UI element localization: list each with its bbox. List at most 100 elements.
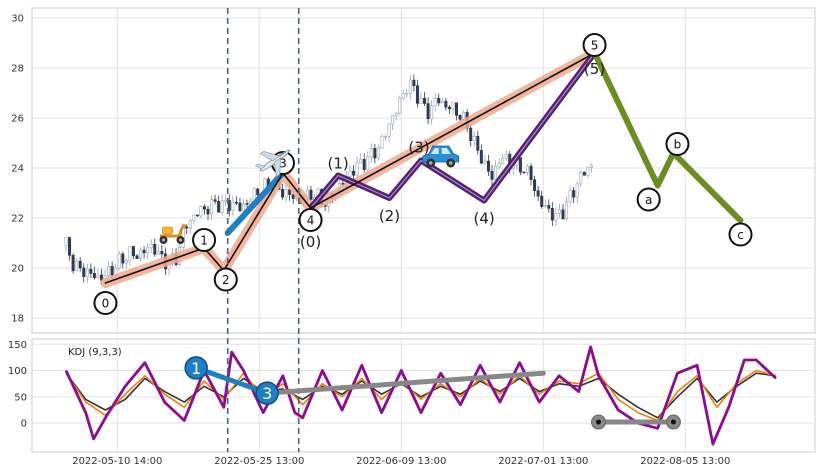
price-y-tick-label: 30: [11, 14, 24, 25]
scooter-hub: [179, 238, 182, 242]
wave-point-circle: [665, 132, 690, 156]
candle-body: [387, 123, 391, 137]
kdj-overlay-line: [264, 370, 546, 396]
wave-3-highlight-line: [224, 170, 286, 236]
candle-body: [153, 244, 157, 255]
candle-body: [78, 260, 82, 269]
candle-body: [146, 247, 150, 254]
wave-point-circle: [582, 33, 607, 57]
candle-body: [128, 246, 132, 261]
candle-body: [202, 206, 206, 210]
candle-body: [82, 267, 86, 277]
candle-body: [501, 157, 505, 165]
candle-body: [227, 200, 231, 211]
sub-wave-label: (0): [300, 233, 321, 251]
candle-body: [156, 250, 160, 255]
car-hub: [428, 161, 433, 165]
kdj-line-2: [64, 345, 777, 446]
candle-body: [107, 266, 111, 277]
candle-body: [124, 259, 128, 264]
candle-body: [547, 205, 551, 209]
candle-body: [458, 115, 462, 120]
candle-body: [415, 85, 419, 104]
airplane-icon: [255, 149, 291, 178]
candle-body: [483, 160, 487, 164]
candle-body: [426, 103, 430, 120]
candle-body: [419, 97, 423, 104]
candle-body: [433, 97, 437, 107]
kdj-line-0: [65, 372, 777, 419]
price-y-tick-label: 20: [11, 264, 24, 275]
candle-body: [195, 214, 199, 217]
wave-point-circle: [728, 222, 753, 247]
candle-body: [536, 190, 540, 197]
car-body: [422, 145, 460, 163]
candle-body: [373, 148, 377, 159]
candle-body: [149, 244, 153, 249]
wave-lines: [100, 48, 744, 288]
scooter-icon: [159, 224, 186, 244]
candle-body: [341, 183, 345, 185]
wave-point-label: 5: [591, 39, 599, 53]
candle-body: [391, 115, 395, 125]
candle-body: [476, 135, 480, 151]
x-tick-label: 2022-06-09 13:00: [356, 456, 446, 467]
airplane-windows: [279, 151, 287, 157]
candle-body: [139, 249, 143, 259]
candle-body: [447, 106, 451, 110]
kdj-title: KDJ (9,3,3): [68, 347, 122, 358]
x-tick-label: 2022-08-05 13:00: [640, 456, 730, 467]
price-panel: [31, 7, 816, 334]
airplane-shape: [255, 149, 291, 178]
candle-body: [557, 209, 561, 214]
kdj-overlay-line: [193, 365, 270, 396]
candle-body: [401, 93, 405, 99]
sub-wave-label: (1): [328, 155, 349, 173]
candle-body: [543, 205, 547, 207]
airplane-wing: [259, 150, 281, 162]
candle-body: [398, 97, 402, 114]
sub-wave-highlight: [310, 52, 596, 209]
candle-body: [352, 170, 356, 176]
wave-point-circle: [213, 267, 238, 292]
emoji-markers: [159, 145, 460, 244]
candle-body: [529, 165, 533, 180]
wave-point-label: 0: [102, 297, 110, 311]
x-tick-label: 2022-05-25 13:00: [214, 456, 304, 467]
wave-labels: 0 1 2 3 4 5 a b c (0) (1) (2) (3) (4) (5): [93, 33, 753, 315]
candle-body: [412, 79, 416, 86]
price-y-tick-label: 24: [11, 164, 24, 175]
candle-body: [444, 100, 448, 108]
candle-body: [579, 171, 583, 185]
candle-body: [568, 190, 572, 202]
wave-point-circle: [636, 187, 661, 212]
wave-point-label: 1: [200, 234, 208, 248]
candle-body: [217, 201, 221, 213]
candle-body: [589, 164, 593, 168]
candle-body: [348, 170, 352, 177]
candle-body: [281, 189, 285, 198]
wave-point-label: 2: [222, 273, 230, 287]
kdj-overlays: 13: [184, 356, 681, 430]
candle-body: [64, 237, 68, 246]
car-hub: [448, 161, 453, 165]
candle-body: [242, 203, 246, 212]
scooter-seat: [162, 226, 173, 235]
candle-body: [430, 105, 434, 120]
candle-body: [284, 189, 288, 198]
candle-body: [224, 200, 228, 202]
candle-body: [550, 208, 554, 221]
candle-body: [490, 170, 494, 180]
candle-body: [376, 147, 380, 159]
price-y-ticks: 18 20 22 24 26 28 30: [11, 14, 24, 325]
kdj-point-badge: [255, 381, 279, 405]
airplane-wing: [273, 157, 281, 178]
scooter-hub: [162, 238, 165, 242]
sub-wave-label: (4): [473, 210, 494, 228]
candle-body: [355, 162, 359, 176]
candle-body: [188, 220, 192, 229]
correction-line: [591, 50, 744, 224]
candle-body: [234, 201, 238, 204]
x-tick-label: 2022-05-10 14:00: [72, 456, 162, 467]
